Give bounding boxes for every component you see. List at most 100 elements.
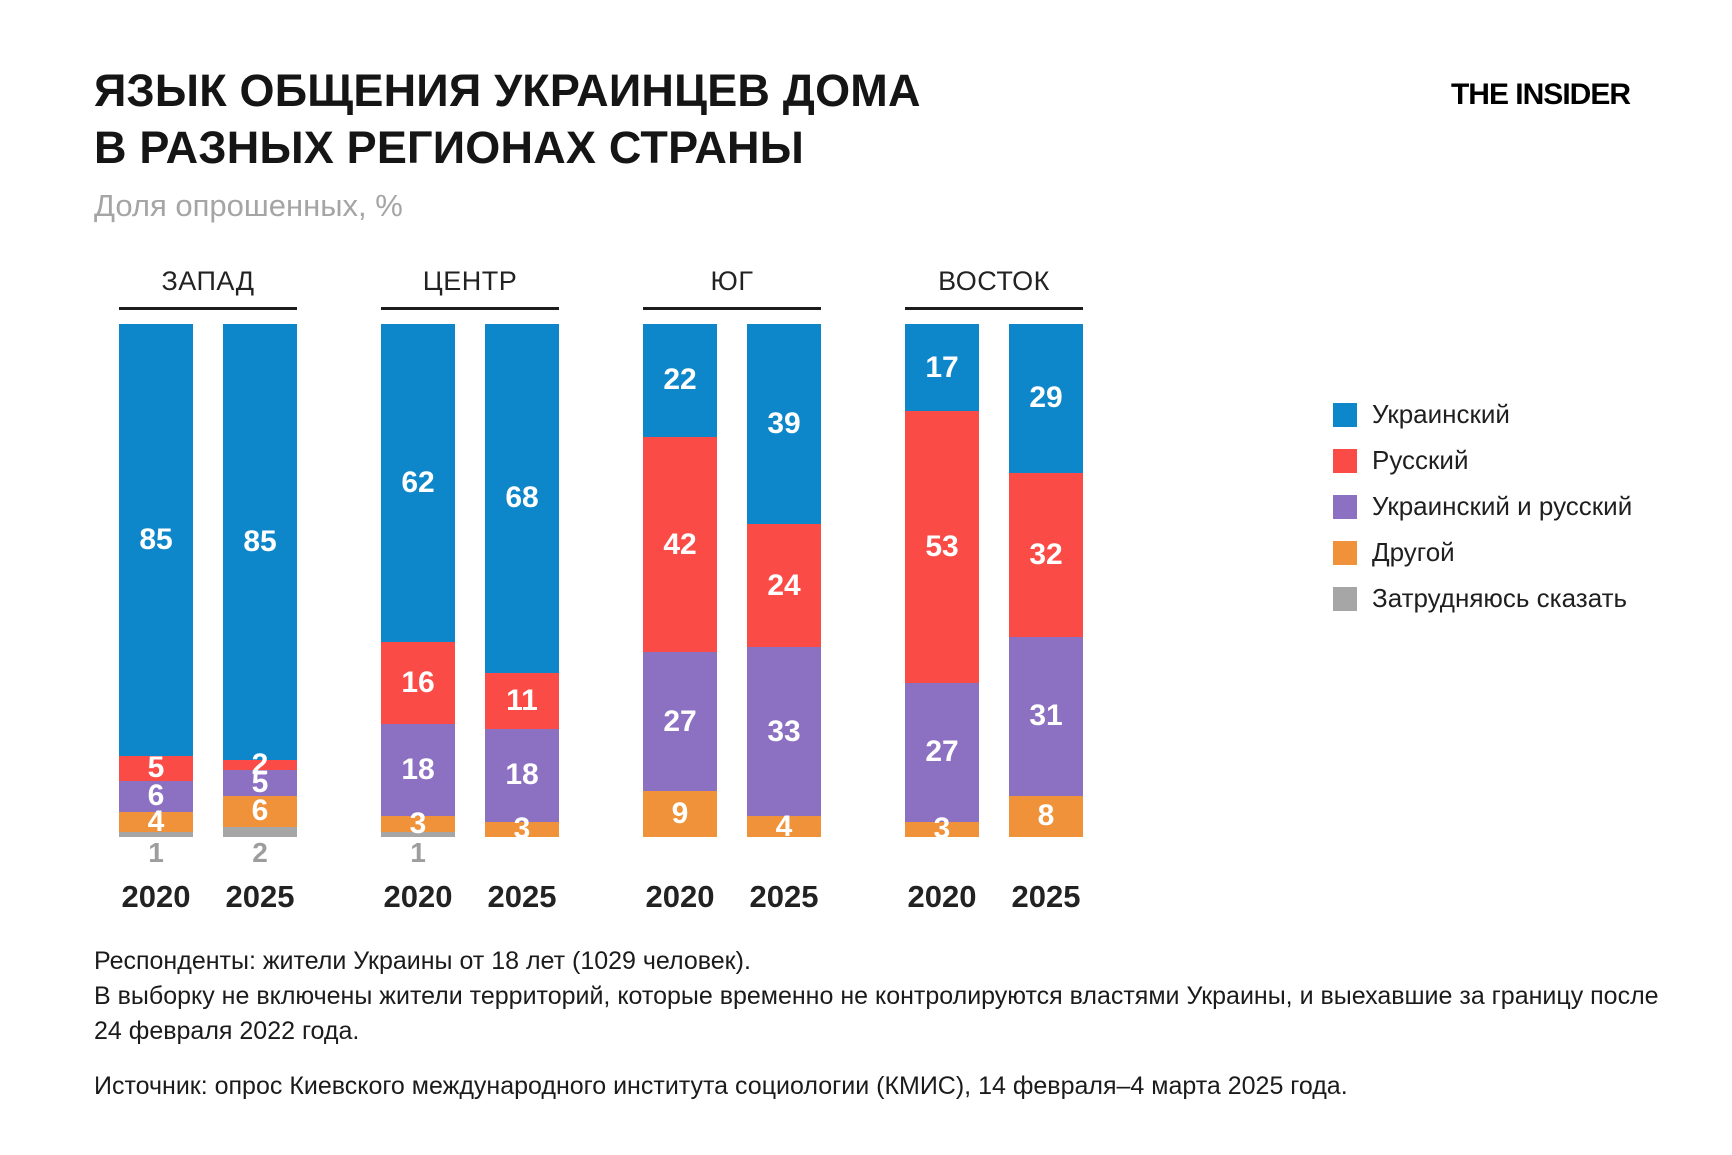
segment-russian: 32 — [1009, 472, 1083, 637]
segment-value-label: 27 — [925, 735, 959, 769]
segment-other: 3 — [485, 812, 559, 845]
legend-label: Русский — [1372, 445, 1469, 475]
page-title-line1: ЯЗЫК ОБЩЕНИЯ УКРАИНЦЕВ ДОМА — [94, 65, 921, 116]
segment-other: 3 — [905, 812, 979, 845]
segment-value-label: 24 — [767, 568, 801, 602]
region-bars: 62 16 18 3 1 2020 68 11 18 3 2025 — [381, 324, 559, 915]
footnote-sample: В выборку не включены жители территорий,… — [94, 982, 1659, 1045]
segment-russian: 53 — [905, 411, 979, 684]
segment-russian: 11 — [485, 672, 559, 730]
segment-both: 6 — [119, 779, 193, 813]
year-label: 2025 — [225, 879, 295, 914]
region-group: ЦЕНТР 62 16 18 3 1 2020 68 11 18 3 2025 — [381, 266, 559, 915]
segment-value-label: 22 — [663, 363, 697, 397]
segment-value-label: 68 — [505, 481, 539, 515]
year-label: 2020 — [121, 879, 191, 914]
footnote-respondents: Респонденты: жители Украины от 18 лет (1… — [94, 947, 751, 975]
legend-item-ukrainian: Украинский — [1333, 399, 1632, 429]
stacked-bar-2020: 62 16 18 3 — [381, 324, 455, 840]
segment-ukrainian: 68 — [485, 324, 559, 673]
segment-undecided — [119, 831, 193, 837]
bar-column-2025: 39 24 33 4 2025 — [747, 324, 821, 915]
segment-both: 5 — [223, 766, 297, 799]
year-label: 2025 — [749, 879, 819, 914]
region-title: ЦЕНТР — [381, 266, 559, 310]
stacked-bar-2020: 22 42 27 9 — [643, 324, 717, 837]
bar-column-2025: 68 11 18 3 2025 — [485, 324, 559, 915]
segment-value-label: 85 — [139, 522, 173, 556]
chart-legend: Украинский Русский Украинский и русский Дру… — [1333, 399, 1633, 632]
segment-value-label: 85 — [243, 525, 277, 559]
segment-other: 4 — [119, 805, 193, 838]
segment-value-label: 18 — [505, 758, 539, 792]
year-label: 2020 — [907, 879, 977, 914]
segment-value-label: 53 — [925, 530, 959, 564]
stacked-bar-chart: ЗАПАД 85 5 6 4 1 2020 85 2 5 6 2 2025 ЦЕНТР 62 16 18 3 1 20… — [119, 266, 1083, 915]
undecided-value-label — [485, 837, 559, 871]
ukrainian-swatch-icon — [1333, 402, 1357, 427]
undecided-value-label: 1 — [148, 837, 164, 868]
segment-ukrainian: 85 — [223, 324, 297, 761]
undecided-value-label: 1 — [410, 837, 426, 868]
segment-undecided — [223, 826, 297, 837]
undecided-value-label — [643, 837, 717, 871]
region-bars: 85 5 6 4 1 2020 85 2 5 6 2 2025 — [119, 324, 297, 915]
year-label: 2020 — [383, 879, 453, 914]
segment-russian: 24 — [747, 524, 821, 648]
legend-item-other: Другой — [1333, 537, 1632, 567]
bar-column-2020: 62 16 18 3 1 2020 — [381, 324, 455, 915]
segment-value-label: 17 — [925, 350, 959, 384]
year-label: 2025 — [1011, 879, 1081, 914]
chart-subtitle: Доля опрошенных, % — [94, 188, 403, 223]
undecided-value-label — [747, 837, 821, 871]
undecided-swatch-icon — [1333, 586, 1357, 611]
stacked-bar-2025: 68 11 18 3 — [485, 324, 559, 845]
segment-russian: 5 — [119, 751, 193, 784]
legend-label: Украинский и русский — [1372, 491, 1633, 521]
segment-russian: 42 — [643, 436, 717, 653]
segment-ukrainian: 39 — [747, 324, 821, 525]
segment-other: 9 — [643, 790, 717, 837]
page-title-line2: В РАЗНЫХ РЕГИОНАХ СТРАНЫ — [94, 122, 804, 173]
segment-russian: 2 — [223, 748, 297, 781]
segment-undecided — [381, 831, 455, 837]
legend-label: Затрудняюсь сказать — [1372, 583, 1628, 613]
bar-column-2020: 22 42 27 9 2020 — [643, 324, 717, 915]
undecided-value-label: 2 — [252, 837, 268, 868]
segment-both: 18 — [381, 724, 455, 817]
region-group: ВОСТОК 17 53 27 3 2020 29 32 31 8 2025 — [905, 266, 1083, 915]
footnotes: Респонденты: жители Украины от 18 лет (1… — [94, 944, 1659, 1104]
region-title: ВОСТОК — [905, 266, 1083, 310]
segment-other: 3 — [381, 807, 455, 840]
bar-column-2025: 85 2 5 6 2 2025 — [223, 324, 297, 915]
stacked-bar-2025: 39 24 33 4 — [747, 324, 821, 843]
segment-value-label: 33 — [767, 714, 801, 748]
russian-swatch-icon — [1333, 448, 1357, 473]
segment-value-label: 6 — [251, 794, 269, 828]
stacked-bar-2025: 85 2 5 6 — [223, 324, 297, 837]
undecided-value-label — [1009, 837, 1083, 871]
legend-item-russian: Русский — [1333, 445, 1632, 475]
both-swatch-icon — [1333, 494, 1357, 519]
stacked-bar-2020: 17 53 27 3 — [905, 324, 979, 845]
bar-column-2020: 17 53 27 3 2020 — [905, 324, 979, 915]
segment-value-label: 18 — [401, 753, 435, 787]
legend-label: Украинский — [1372, 399, 1510, 429]
segment-ukrainian: 29 — [1009, 324, 1083, 473]
segment-other: 8 — [1009, 795, 1083, 837]
region-bars: 22 42 27 9 2020 39 24 33 4 2025 — [643, 324, 821, 915]
segment-russian: 16 — [381, 642, 455, 725]
segment-ukrainian: 17 — [905, 324, 979, 412]
segment-both: 33 — [747, 647, 821, 817]
segment-both: 27 — [643, 652, 717, 791]
region-bars: 17 53 27 3 2020 29 32 31 8 2025 — [905, 324, 1083, 915]
segment-value-label: 29 — [1029, 381, 1063, 415]
year-label: 2020 — [645, 879, 715, 914]
stacked-bar-2020: 85 5 6 4 — [119, 324, 193, 838]
bar-column-2020: 85 5 6 4 1 2020 — [119, 324, 193, 915]
segment-value-label: 6 — [147, 779, 165, 813]
segment-both: 27 — [905, 683, 979, 822]
legend-label: Другой — [1372, 537, 1455, 567]
the-insider-logo: THE INSIDER — [1450, 78, 1631, 111]
